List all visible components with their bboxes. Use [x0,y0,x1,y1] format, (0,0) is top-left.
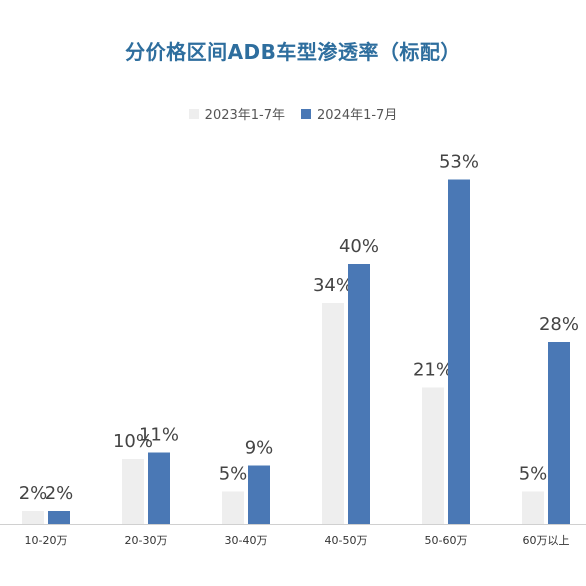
data-label-2023-3: 34% [313,275,353,296]
data-label-2023-5: 5% [519,464,548,485]
chart-title: 分价格区间ADB车型渗透率（标配） [125,40,461,64]
data-label-2024-4: 53% [439,152,479,173]
legend-label-2024: 2024年1-7月 [317,108,398,123]
bar-2023-5 [522,491,544,524]
data-label-2023-4: 21% [413,360,453,381]
category-label-2: 30-40万 [225,534,268,547]
category-label-4: 50-60万 [425,534,468,547]
bar-2024-0 [48,511,70,524]
data-label-2024-0: 2% [45,483,74,504]
category-label-5: 60万以上 [523,534,570,547]
bar-2023-2 [222,491,244,524]
data-label-2024-1: 11% [139,425,179,446]
category-label-0: 10-20万 [25,534,68,547]
legend-item-2023: 2023年1-7年 [188,104,285,123]
legend-label-2023: 2023年1-7年 [204,108,285,123]
bar-2024-1 [148,452,170,524]
legend-swatch-2023 [188,108,199,119]
bar-2023-4 [422,387,444,524]
data-label-2023-2: 5% [219,464,248,485]
bar-2024-3 [348,264,370,524]
data-label-2024-5: 28% [539,314,579,335]
bar-2024-5 [548,342,570,524]
data-label-2023-1: 10% [113,431,153,452]
legend-swatch-2024 [301,108,311,119]
category-label-1: 20-30万 [125,534,168,547]
chart-legend: 2023年1-7年 2024年1-7月 [0,104,586,123]
bar-2024-4 [448,179,470,524]
bar-2024-2 [248,465,270,524]
data-label-2024-2: 9% [245,438,274,459]
data-label-2023-0: 2% [19,483,48,504]
bar-2023-1 [122,459,144,524]
category-label-3: 40-50万 [325,534,368,547]
bar-2023-0 [22,511,44,524]
legend-item-2024: 2024年1-7月 [301,104,397,123]
data-label-2024-3: 40% [339,236,379,257]
bar-2023-3 [322,303,344,524]
